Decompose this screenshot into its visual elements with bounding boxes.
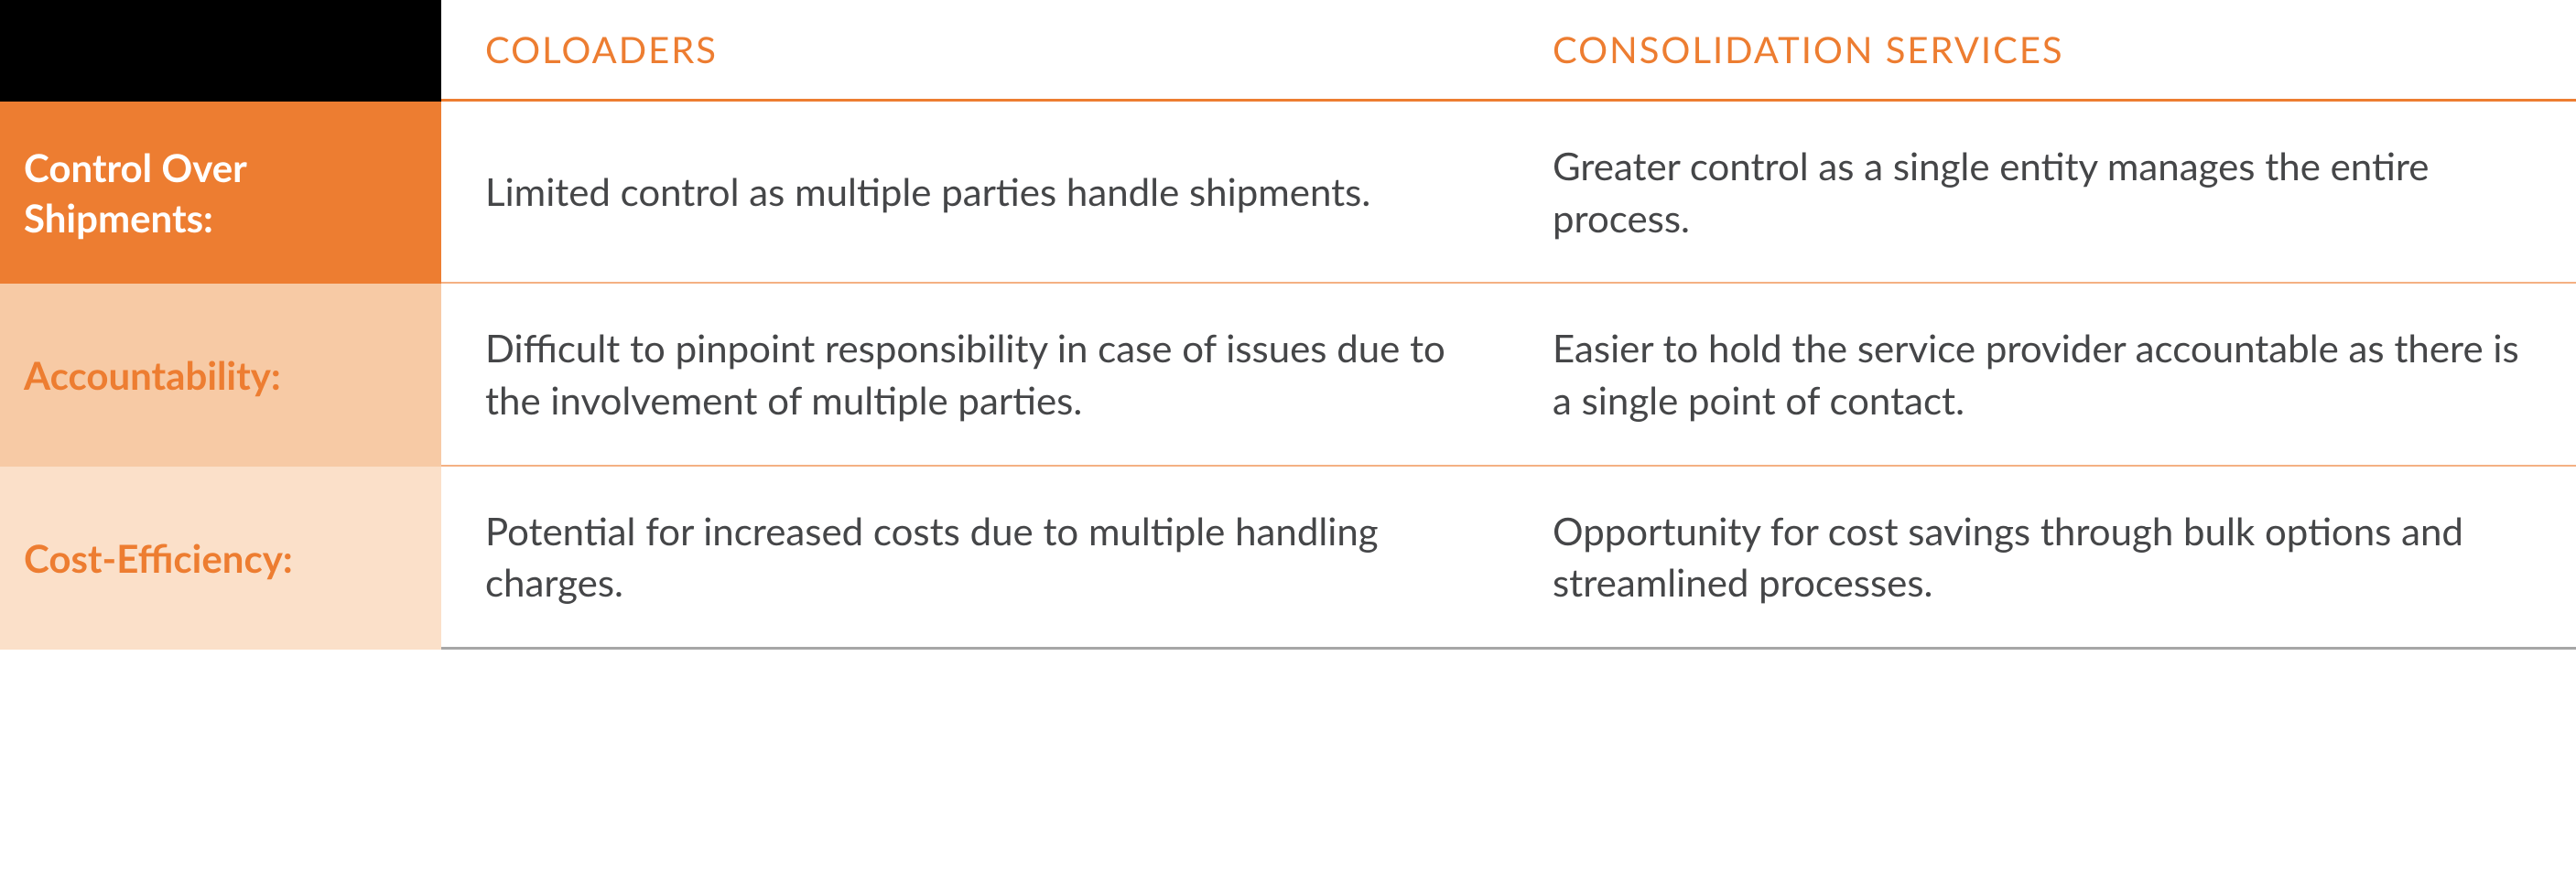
- header-col-a-text: COLOADERS: [485, 27, 718, 71]
- header-col-b-text: CONSOLIDATION SERVICES: [1553, 27, 2064, 71]
- row-col-b: Opportunity for cost savings through bul…: [1509, 467, 2576, 650]
- header-col-a: COLOADERS: [441, 0, 1509, 102]
- table-header-row: COLOADERS CONSOLIDATION SERVICES: [0, 0, 2576, 102]
- header-col-b: CONSOLIDATION SERVICES: [1509, 0, 2576, 102]
- row-col-b: Greater control as a single entity manag…: [1509, 102, 2576, 284]
- comparison-table: COLOADERS CONSOLIDATION SERVICES Control…: [0, 0, 2576, 650]
- row-col-a-text: Potential for increased costs due to mul…: [485, 505, 1454, 608]
- row-col-a-text: Limited control as multiple parties hand…: [485, 166, 1370, 218]
- row-label: Accountability:: [24, 350, 281, 401]
- header-label-cell: [0, 0, 441, 102]
- row-col-a: Limited control as multiple parties hand…: [441, 102, 1509, 284]
- table-row: Control Over Shipments: Limited control …: [0, 102, 2576, 284]
- row-col-b-text: Greater control as a single entity manag…: [1553, 140, 2521, 243]
- table-row: Accountability: Difficult to pinpoint re…: [0, 284, 2576, 466]
- row-col-b-text: Easier to hold the service provider acco…: [1553, 322, 2521, 425]
- row-label-cell: Cost-Efficiency:: [0, 467, 441, 650]
- row-label: Cost-Efficiency:: [24, 533, 293, 584]
- row-col-a: Difficult to pinpoint responsibility in …: [441, 284, 1509, 466]
- row-label-cell: Accountability:: [0, 284, 441, 466]
- row-col-b: Easier to hold the service provider acco…: [1509, 284, 2576, 466]
- row-label: Control Over Shipments:: [24, 143, 417, 242]
- row-col-a-text: Difficult to pinpoint responsibility in …: [485, 322, 1454, 425]
- table-row: Cost-Efficiency: Potential for increased…: [0, 467, 2576, 650]
- row-col-a: Potential for increased costs due to mul…: [441, 467, 1509, 650]
- row-col-b-text: Opportunity for cost savings through bul…: [1553, 505, 2521, 608]
- row-label-cell: Control Over Shipments:: [0, 102, 441, 284]
